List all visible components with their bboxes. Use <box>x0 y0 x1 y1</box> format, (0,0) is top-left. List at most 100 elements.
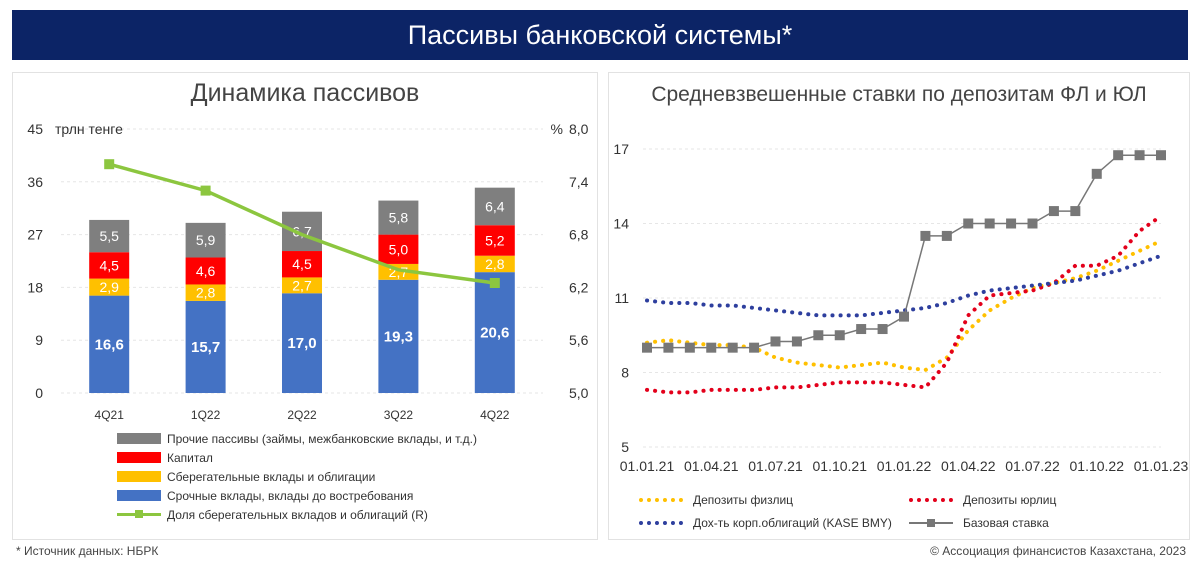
rates-chart: 5 8 11 14 17 01.01.21 01.04.21 01.07.21 01.10.21… <box>613 141 1188 474</box>
x-tick-label: 4Q22 <box>480 408 510 422</box>
base-rate-marker <box>1134 150 1145 161</box>
legend-label-legal-entities: Депозиты юрлиц <box>963 493 1057 507</box>
legend-swatch-term <box>117 490 161 501</box>
y-tick-label: 9 <box>35 332 43 348</box>
y-axis-label: трлн тенге <box>55 121 123 137</box>
legend-item-other: Прочие пассивы (займы, межбанковские вкл… <box>117 429 477 448</box>
bar-segment <box>474 225 515 256</box>
base-rate-marker <box>877 324 888 335</box>
base-rate-marker <box>813 330 824 341</box>
x-tick-label: 01.04.21 <box>684 458 739 474</box>
legend-swatch-savings <box>117 471 161 482</box>
y2-tick-label: 6,2 <box>569 279 589 295</box>
series-line <box>645 238 1163 373</box>
base-rate-marker <box>642 342 652 353</box>
legend-item-corp-bonds: Дох-ть корп.облигаций (KASE BMY) <box>639 516 892 530</box>
share-line <box>108 162 496 285</box>
liabilities-chart: 0 9 18 27 36 45 5,0 5,6 6,2 6,8 7,4 8,0 трлн тенге % 1… <box>27 121 589 422</box>
bar-data-label: 5,5 <box>99 228 119 244</box>
bar-data-label: 4,6 <box>196 263 216 279</box>
liabilities-chart-panel: Динамика пассивов 0 9 18 27 36 45 5,0 5,6 6,2 6,8… <box>12 72 598 540</box>
base-rate-marker <box>984 218 995 229</box>
bar-segment <box>474 187 515 226</box>
bar-data-label: 5,8 <box>389 210 409 226</box>
legend-swatch-other <box>117 433 161 444</box>
y-tick-label: 45 <box>27 121 43 137</box>
rates-chart-title: Средневзвешенные ставки по депозитам ФЛ … <box>651 83 1147 106</box>
bar-data-label: 16,6 <box>95 336 124 353</box>
base-rate-marker <box>1070 206 1081 217</box>
bar-segment <box>185 222 226 258</box>
y2-axis-label: % <box>551 121 563 137</box>
x-tick-label: 3Q22 <box>384 408 414 422</box>
y2-tick-label: 8,0 <box>569 121 589 137</box>
legend-label-savings: Сберегательные вклады и облигации <box>167 469 376 484</box>
bar-data-label: 5,2 <box>485 232 505 248</box>
y-tick-label: 8 <box>621 365 629 381</box>
bar-segment <box>282 293 322 393</box>
y2-tick-label: 5,6 <box>569 332 589 348</box>
bar-data-label: 2,8 <box>485 256 505 272</box>
bar-segment <box>474 255 515 273</box>
legend-swatch-capital <box>117 452 161 463</box>
rates-chart-panel: Средневзвешенные ставки по депозитам ФЛ … <box>608 72 1190 540</box>
x-tick-label: 01.10.22 <box>1070 458 1125 474</box>
legend-item-base-rate: Базовая ставка <box>909 516 1049 530</box>
bar-segment <box>89 278 130 296</box>
x-tick-label: 4Q21 <box>95 408 125 422</box>
y-tick-label: 36 <box>27 174 43 190</box>
x-tick-label: 01.01.21 <box>620 458 675 474</box>
legend-item-savings: Сберегательные вклады и облигации <box>117 467 477 486</box>
x-tick-label: 2Q22 <box>287 408 317 422</box>
bar-data-label: 15,7 <box>191 339 220 356</box>
legend-item-legal-entities: Депозиты юрлиц <box>909 493 1056 507</box>
legend-label-other: Прочие пассивы (займы, межбанковские вкл… <box>167 431 478 446</box>
bar-segment <box>474 272 515 393</box>
legend-label-base-rate: Базовая ставка <box>963 516 1049 530</box>
x-tick-label: 01.10.21 <box>813 458 868 474</box>
page-title: Пассивы банковской системы* <box>407 19 793 50</box>
x-tick-label: 1Q22 <box>191 408 221 422</box>
y2-tick-label: 5,0 <box>569 385 589 401</box>
liabilities-legend: Прочие пассивы (займы, межбанковские вкл… <box>117 429 477 524</box>
legend-swatch-legal-entities <box>909 498 953 502</box>
legend-swatch-individuals <box>639 498 683 502</box>
legend-label-term: Срочные вклады, вклады до востребования <box>167 488 414 503</box>
base-rate-marker <box>920 230 931 241</box>
y-tick-label: 11 <box>614 290 629 306</box>
bar-segment <box>282 211 322 252</box>
bar-segment <box>89 219 130 253</box>
x-tick-label: 01.01.22 <box>877 458 932 474</box>
legend-swatch-corp-bonds <box>639 521 683 525</box>
bar-data-label: 2,9 <box>99 279 119 295</box>
y2-tick-label: 6,8 <box>569 227 589 243</box>
share-line-marker <box>200 185 211 196</box>
base-rate-marker <box>941 230 952 241</box>
bar-segment <box>185 257 226 285</box>
y-tick-label: 27 <box>27 227 43 243</box>
y-tick-label: 14 <box>613 216 629 232</box>
x-tick-label: 01.07.22 <box>1005 458 1060 474</box>
bar-data-label: 4,5 <box>99 257 119 273</box>
legend-label-corp-bonds: Дох-ть корп.облигаций (KASE BMY) <box>693 516 892 530</box>
bar-data-label: 2,8 <box>196 285 216 301</box>
base-rate-marker <box>684 342 695 353</box>
liabilities-chart-title: Динамика пассивов <box>190 79 420 107</box>
base-rate-marker <box>770 336 781 347</box>
base-rate-marker <box>1113 150 1124 161</box>
base-rate-marker <box>706 342 717 353</box>
series-line <box>645 214 1163 395</box>
bar-data-label: 19,3 <box>384 328 413 345</box>
base-rate-marker <box>749 342 760 353</box>
base-rate-marker <box>1048 206 1059 217</box>
page-banner: Пассивы банковской системы* <box>12 10 1188 60</box>
base-rate-marker <box>1027 218 1038 229</box>
base-rate-marker <box>1006 218 1017 229</box>
bar-segment <box>378 234 419 264</box>
legend-label-share: Доля сберегательных вкладов и облигаций … <box>167 507 428 522</box>
legend-label-individuals: Депозиты физлиц <box>693 493 794 507</box>
y2-tick-label: 7,4 <box>569 174 589 190</box>
base-rate-marker <box>1091 168 1102 179</box>
bar-data-label: 4,5 <box>292 256 312 272</box>
bar-segment <box>185 284 226 301</box>
